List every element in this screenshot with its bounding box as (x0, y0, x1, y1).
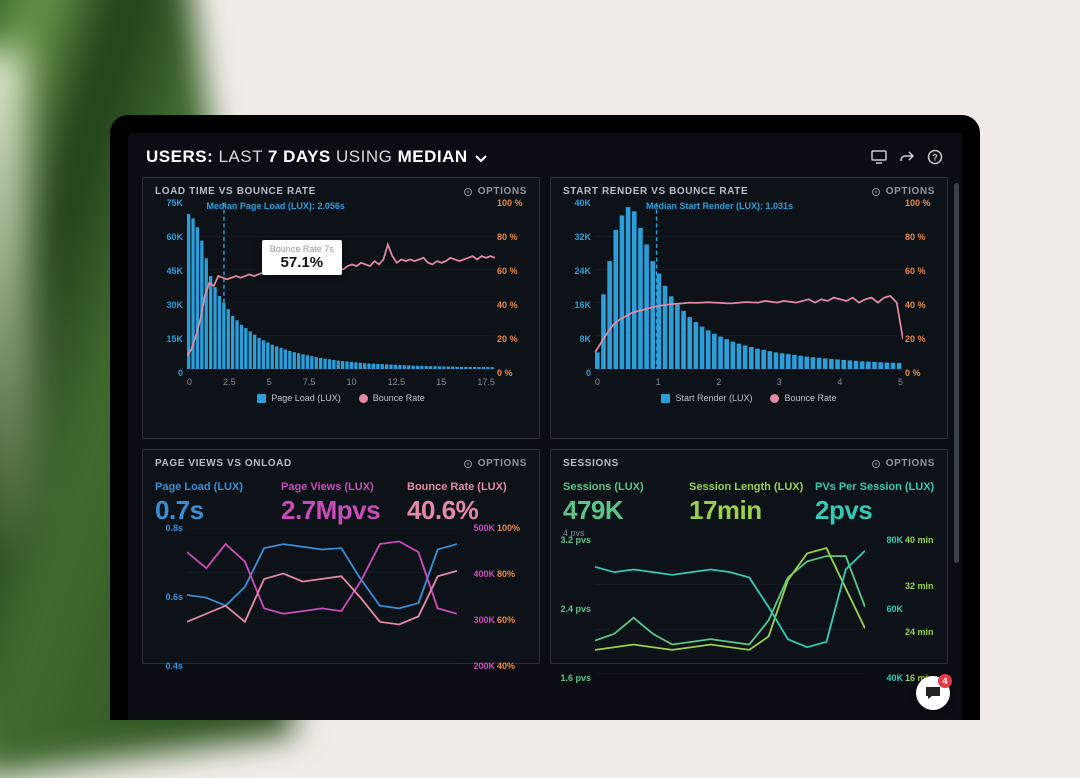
panel-title: SESSIONS (563, 458, 619, 469)
page-title: USERS: LAST 7 DAYS USING MEDIAN (146, 147, 489, 167)
svg-text:?: ? (932, 153, 938, 163)
options-button[interactable]: OPTIONS (871, 186, 935, 197)
title-bold2: MEDIAN (398, 147, 468, 166)
scrollbar[interactable] (954, 183, 959, 563)
metrics-row: Page Load (LUX)0.7sPage Views (LUX)2.7Mp… (143, 475, 539, 528)
median-label: Median Page Load (LUX): 2.056s (206, 201, 345, 211)
y-axis-left: 3.2 pvs2.4 pvs1.6 pvs (557, 540, 591, 678)
y-axis-right: 100 %80 %60 %40 %20 %0 % (905, 203, 941, 373)
help-icon[interactable]: ? (926, 148, 944, 166)
monitor-icon[interactable] (870, 148, 888, 166)
chart-4: 3.2 pvs2.4 pvs1.6 pvs 80K60K40K 40 min32… (551, 540, 947, 678)
chevron-down-icon[interactable] (473, 150, 489, 166)
options-label: OPTIONS (478, 458, 527, 469)
y-axis-right-a: 500K400K300K200K (461, 528, 495, 666)
legend: Page Load (LUX)Bounce Rate (143, 389, 539, 409)
median-label: Median Start Render (LUX): 1.031s (646, 201, 793, 211)
panel-title: LOAD TIME VS BOUNCE RATE (155, 186, 316, 197)
panel-sessions: SESSIONS OPTIONS Sessions (LUX)479K4 pvs… (550, 449, 948, 664)
chart-2: 40K32K24K16K8K0 100 %80 %60 %40 %20 %0 %… (551, 203, 947, 373)
legend: Start Render (LUX)Bounce Rate (551, 389, 947, 409)
x-axis: 012345 (551, 373, 947, 389)
options-button[interactable]: OPTIONS (463, 186, 527, 197)
options-label: OPTIONS (886, 186, 935, 197)
tooltip-label: Bounce Rate 7s (270, 244, 334, 254)
title-bold1: 7 DAYS (268, 147, 331, 166)
y-axis-right: 100 %80 %60 %40 %20 %0 % (497, 203, 533, 373)
y-axis-right-b: 40 min32 min24 min16 min (905, 540, 941, 678)
y-axis-left: 75K60K45K30K15K0 (149, 203, 183, 373)
panel-title: PAGE VIEWS VS ONLOAD (155, 458, 292, 469)
title-span1: LAST (218, 147, 262, 166)
chat-button[interactable]: 4 (916, 676, 950, 710)
header-icons: ? (870, 148, 944, 166)
chart-3: 0.8s0.6s0.4s 500K400K300K200K 100%80%60%… (143, 528, 539, 666)
laptop-frame: USERS: LAST 7 DAYS USING MEDIAN ? LOAD T… (110, 115, 980, 720)
panel-title: START RENDER VS BOUNCE RATE (563, 186, 748, 197)
share-icon[interactable] (898, 148, 916, 166)
panels-grid: LOAD TIME VS BOUNCE RATE OPTIONS 75K60K4… (128, 177, 962, 664)
y-axis-right-a: 80K60K40K (869, 540, 903, 678)
tooltip-value: 57.1% (270, 254, 334, 271)
chat-notification-count: 4 (938, 674, 952, 688)
dashboard-screen: USERS: LAST 7 DAYS USING MEDIAN ? LOAD T… (128, 133, 962, 720)
header: USERS: LAST 7 DAYS USING MEDIAN ? (128, 133, 962, 177)
options-button[interactable]: OPTIONS (463, 458, 527, 469)
y-axis-left: 0.8s0.6s0.4s (149, 528, 183, 666)
title-span2: USING (336, 147, 392, 166)
y-axis-left: 40K32K24K16K8K0 (557, 203, 591, 373)
panel-load-time: LOAD TIME VS BOUNCE RATE OPTIONS 75K60K4… (142, 177, 540, 439)
tooltip: Bounce Rate 7s 57.1% (262, 240, 342, 275)
y-axis-right-b: 100%80%60%40% (497, 528, 533, 666)
metrics-row: Sessions (LUX)479K4 pvsSession Length (L… (551, 475, 947, 540)
panel-page-views: PAGE VIEWS VS ONLOAD OPTIONS Page Load (… (142, 449, 540, 664)
title-prefix: USERS: (146, 147, 213, 166)
options-label: OPTIONS (478, 186, 527, 197)
options-button[interactable]: OPTIONS (871, 458, 935, 469)
x-axis: 02.557.51012.51517.5 (143, 373, 539, 389)
options-label: OPTIONS (886, 458, 935, 469)
chart-1: 75K60K45K30K15K0 100 %80 %60 %40 %20 %0 … (143, 203, 539, 373)
panel-start-render: START RENDER VS BOUNCE RATE OPTIONS 40K3… (550, 177, 948, 439)
